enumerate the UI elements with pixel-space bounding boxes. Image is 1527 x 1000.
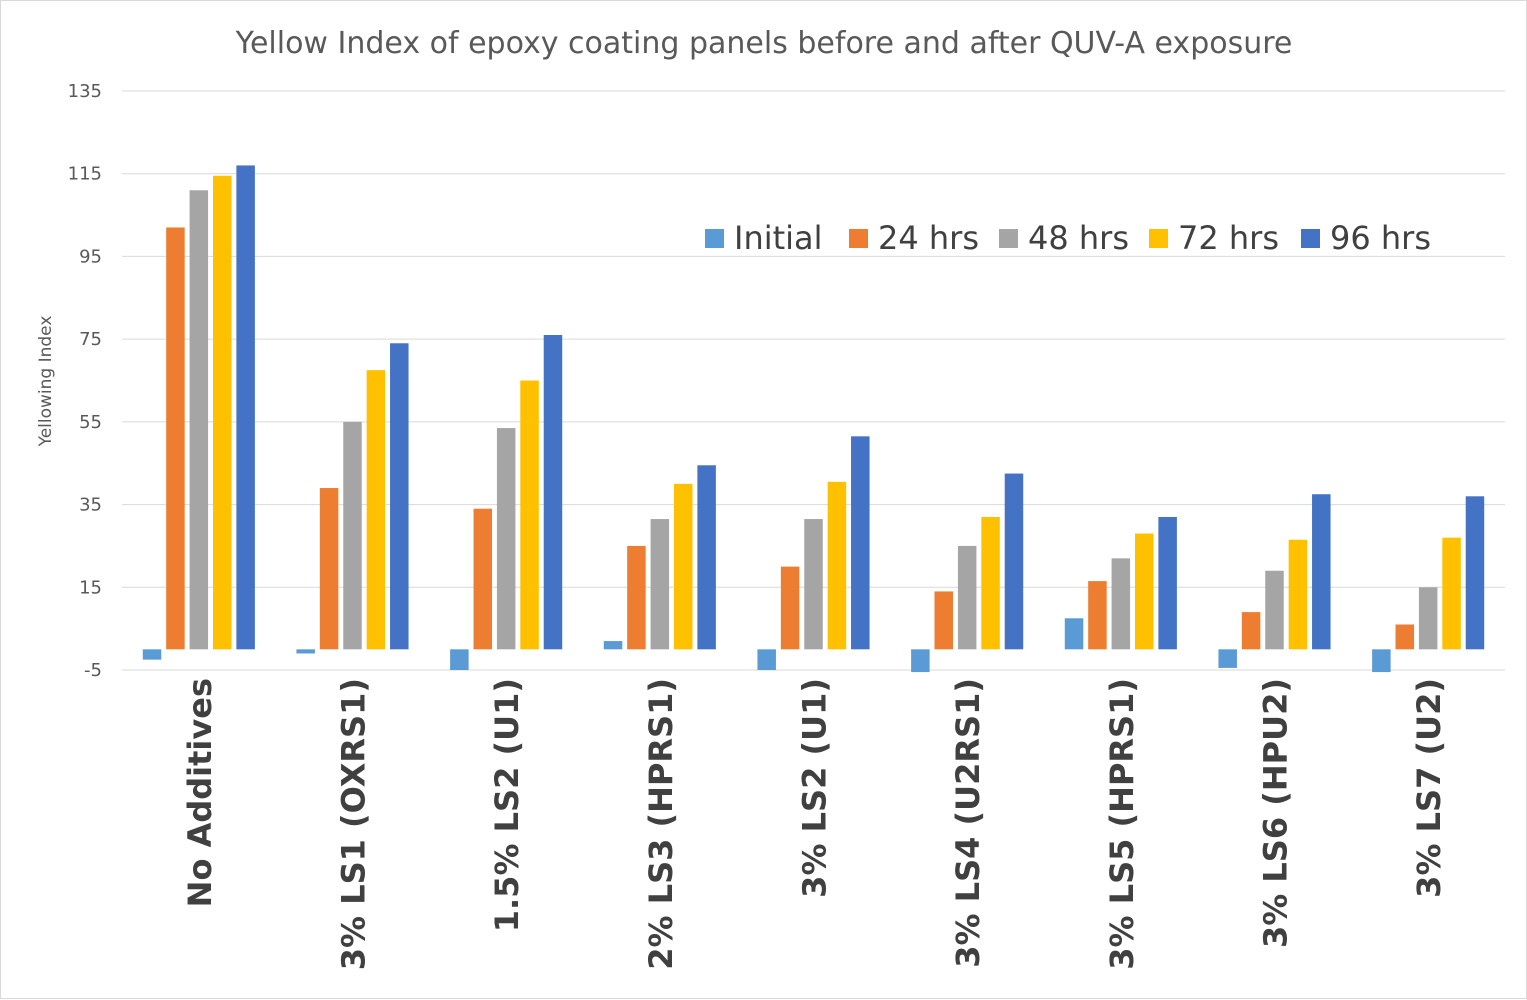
bar xyxy=(957,545,977,650)
bar xyxy=(343,421,362,650)
y-tick-label: -5 xyxy=(84,660,102,681)
bar xyxy=(981,516,1000,650)
bar xyxy=(627,545,646,650)
bar xyxy=(450,649,469,670)
bar xyxy=(603,641,623,650)
bar xyxy=(1442,537,1461,650)
bar xyxy=(366,370,386,650)
bar xyxy=(851,436,870,650)
category-label: 3% LS2 (U1) xyxy=(796,678,834,898)
bar xyxy=(757,649,776,670)
bar xyxy=(236,165,255,650)
bar xyxy=(496,428,516,650)
bar xyxy=(1312,494,1331,650)
legend-label: 48 hrs xyxy=(1028,219,1129,257)
bars xyxy=(142,165,1485,673)
bar xyxy=(697,465,716,650)
bar xyxy=(296,649,315,654)
bar xyxy=(319,488,339,650)
bar xyxy=(911,649,930,673)
legend-swatch xyxy=(999,229,1018,248)
bar xyxy=(1218,649,1237,668)
bar xyxy=(212,175,232,650)
y-axis-ticks: -5 15 35 55 75 95 115 135 xyxy=(68,81,102,681)
category-label: 3% LS4 (U2RS1) xyxy=(949,678,987,968)
legend-swatch xyxy=(1149,229,1168,248)
bar xyxy=(1241,612,1261,650)
category-label: 3% LS6 (HPU2) xyxy=(1257,678,1295,948)
bar xyxy=(827,481,847,650)
y-tick-label: 115 xyxy=(68,164,102,185)
bar xyxy=(650,519,670,650)
legend-swatch xyxy=(705,229,724,248)
bar xyxy=(1372,649,1391,673)
bar xyxy=(1265,570,1284,650)
bar xyxy=(543,335,563,650)
bar xyxy=(1288,539,1308,650)
legend-label: 24 hrs xyxy=(878,219,979,257)
legend-label: Initial xyxy=(734,219,823,257)
bar xyxy=(166,227,185,650)
y-tick-label: 135 xyxy=(68,81,102,102)
y-axis-label: Yellowing Index xyxy=(36,316,56,448)
bar xyxy=(673,483,693,650)
bar xyxy=(1395,624,1415,650)
bar xyxy=(520,380,539,650)
bar xyxy=(780,566,800,650)
chart-title: Yellow Index of epoxy coating panels bef… xyxy=(235,26,1293,61)
category-label: 3% LS5 (HPRS1) xyxy=(1103,678,1141,970)
y-tick-label: 95 xyxy=(79,246,102,267)
bar xyxy=(1465,496,1485,650)
bar xyxy=(1134,533,1154,650)
bar xyxy=(1088,581,1107,650)
y-tick-label: 55 xyxy=(79,412,102,433)
category-label: 1.5% LS2 (U1) xyxy=(488,678,526,932)
legend-label: 72 hrs xyxy=(1178,219,1279,257)
bar xyxy=(189,190,209,650)
legend-swatch xyxy=(1301,229,1320,248)
legend: Initial 24 hrs 48 hrs 72 hrs 96 hrs xyxy=(705,219,1431,257)
bar xyxy=(1064,618,1084,650)
category-label: 3% LS7 (U2) xyxy=(1410,678,1448,898)
category-label: 3% LS1 (OXRS1) xyxy=(335,678,373,970)
bar xyxy=(473,508,493,650)
y-tick-label: 15 xyxy=(79,577,102,598)
category-label: No Additives xyxy=(181,678,219,907)
y-tick-label: 75 xyxy=(79,329,102,350)
bar xyxy=(934,591,954,650)
legend-label: 96 hrs xyxy=(1330,219,1431,257)
bar xyxy=(1111,558,1131,650)
bar xyxy=(1158,516,1177,650)
bar xyxy=(1004,473,1024,650)
category-label: 2% LS3 (HPRS1) xyxy=(642,678,680,970)
bar xyxy=(390,343,409,650)
legend-swatch xyxy=(849,229,868,248)
bar xyxy=(1418,587,1438,650)
y-tick-label: 35 xyxy=(79,495,102,516)
x-axis-categories: No Additives 3% LS1 (OXRS1) 1.5% LS2 (U1) 2… xyxy=(181,678,1448,970)
bar xyxy=(142,649,162,660)
bar xyxy=(804,519,823,650)
